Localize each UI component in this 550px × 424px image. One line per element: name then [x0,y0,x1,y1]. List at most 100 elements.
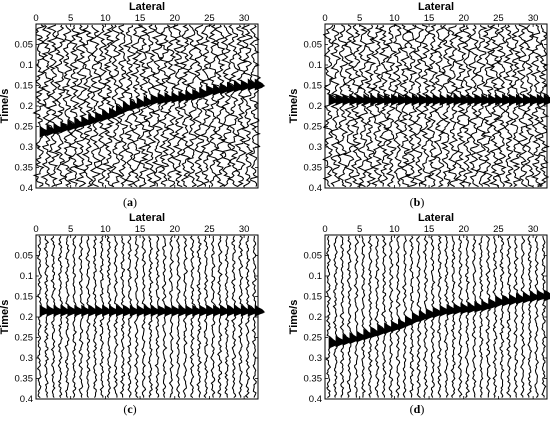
trace-30 [234,24,251,188]
panel-c: Lateral Time/s 0 5 10 15 20 25 30 0.05 0.1 0.15 0.2 0… [0,212,266,416]
x-tick-label: 0 [33,224,38,235]
event-lobe [67,119,78,132]
trace-28 [220,24,237,188]
trace-21 [175,236,188,398]
y-tick-label: 0.35 [15,163,34,174]
trace-20 [165,24,181,188]
event-lobe [356,330,367,343]
event-lobe [95,304,106,317]
trace-24 [196,235,209,398]
trace-17 [437,235,449,398]
event-lobe [418,93,430,106]
x-tick-label: 20 [458,224,469,235]
event-lobe [115,104,127,117]
y-tick-label: 0.05 [15,251,34,262]
x-tick-label: 20 [169,13,180,24]
event-lobe [370,93,381,106]
trace-24 [192,24,209,188]
event-lobe [39,125,51,138]
y-tick-label: 0.05 [15,40,34,51]
panel-a: Lateral Time/s 0 5 10 15 20 25 30 0.05 0.1 0.15 0.2 0… [0,1,266,209]
x-tick-label: 25 [493,224,504,235]
trace-1 [322,24,338,188]
x-axis-title: Lateral [418,212,454,224]
event-lobe [363,328,374,341]
trace-3 [336,24,352,188]
event-lobe [522,93,534,106]
event-lobe [432,306,444,319]
y-tick-label: 0.2 [309,101,322,112]
trace-27 [502,24,519,188]
plot-frame [35,234,259,400]
trace-12 [397,24,415,187]
event-lobe [522,291,534,304]
event-lobe [363,93,374,106]
trace-9 [89,24,105,188]
trace-8 [374,235,387,398]
event-lobe [109,304,120,317]
trace-3 [339,235,352,398]
event-lobe [171,91,182,104]
event-lobe [129,304,141,317]
trace-8 [370,24,387,187]
trace-19 [161,235,174,398]
trace-7 [74,24,91,188]
event-lobe [60,304,71,317]
trace-17 [143,24,160,188]
trace-9 [92,235,105,398]
x-tick-label: 0 [322,13,327,24]
trace-24 [481,24,498,187]
event-lobe [425,93,437,106]
event-lobe [529,93,541,106]
event-lobe [536,93,548,106]
event-lobe [488,297,499,310]
event-lobe [418,310,430,322]
event-lobe [254,304,266,317]
trace-25 [488,24,505,187]
y-tick-label: 0.2 [309,312,322,323]
trace-27 [213,24,230,188]
trace-14 [412,24,429,187]
event-lobe [171,304,182,317]
event-lobe [439,93,451,106]
event-lobe [495,93,506,106]
y-tick-label: 0.1 [20,271,33,282]
trace-26 [210,235,223,398]
trace-6 [361,235,373,398]
event-lobe [150,304,162,317]
event-lobe [515,292,527,305]
trace-1 [325,235,338,399]
trace-23 [475,24,491,187]
y-tick-label: 0.15 [15,81,34,92]
trace-23 [189,235,202,399]
trace-22 [471,235,484,398]
trace-24 [485,235,498,398]
trace-26 [494,24,512,187]
trace-29 [516,24,533,188]
trace-8 [81,24,98,188]
x-tick-label: 30 [239,13,250,24]
event-lobe [192,88,203,101]
trace-10 [95,24,112,187]
trace-32 [541,235,550,398]
trace-18 [151,24,167,187]
event-lobe [474,300,485,313]
event-lobe [226,81,238,94]
y-tick-label: 0.4 [20,183,33,194]
event-lobe [178,304,189,317]
event-lobe [206,84,217,97]
event-lobe [46,304,58,317]
trace-16 [426,24,443,188]
x-tick-label: 30 [528,13,539,24]
trace-10 [99,235,112,398]
event-lobe [398,93,409,106]
y-tick-label: 0.15 [15,292,34,303]
y-tick-label: 0.3 [20,142,33,153]
trace-22 [177,24,195,188]
event-lobe [398,318,409,331]
event-lobe [446,303,458,316]
event-lobe [467,93,478,106]
event-lobe [157,304,169,317]
trace-18 [443,235,456,398]
